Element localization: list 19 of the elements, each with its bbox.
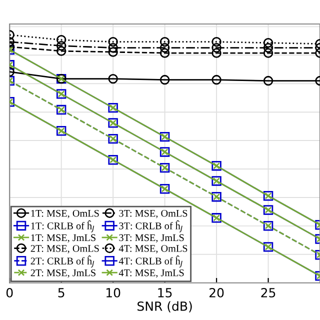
legend-label: 2T: MSE, OmLS bbox=[30, 245, 99, 254]
legend-label: 3T: MSE, OmLS bbox=[119, 210, 188, 218]
legend-label: 4T: CRLB of ĥ$_{J}$ bbox=[118, 255, 182, 268]
legend-label: 4T: MSE, OmLS bbox=[118, 245, 188, 254]
legend-label: 1T: CRLB of ĥ$_{J}$ bbox=[31, 220, 94, 232]
x-tick-label: 5 bbox=[58, 288, 64, 298]
legend-label: 3T: CRLB of ĥ$_{J}$ bbox=[119, 220, 182, 232]
legend-label: 2T: MSE, JmLS bbox=[30, 269, 96, 278]
legend-label: 4T: MSE, JmLS bbox=[118, 269, 184, 278]
x-tick-label: 0 bbox=[6, 288, 13, 298]
x-tick-label: 20 bbox=[209, 288, 224, 298]
x-tick-label: 10 bbox=[106, 288, 120, 298]
legend-label: 1T: MSE, OmLS bbox=[31, 210, 99, 218]
x-axis-title: SNR (dB) bbox=[138, 301, 192, 312]
legend-label: 2T: CRLB of ĥ$_{J}$ bbox=[30, 255, 94, 268]
legend-label: 1T: MSE, JmLS bbox=[31, 234, 96, 243]
legend-label: 3T: MSE, JmLS bbox=[119, 234, 184, 243]
x-tick-label: 25 bbox=[261, 288, 276, 298]
x-tick-label: 15 bbox=[158, 288, 172, 298]
